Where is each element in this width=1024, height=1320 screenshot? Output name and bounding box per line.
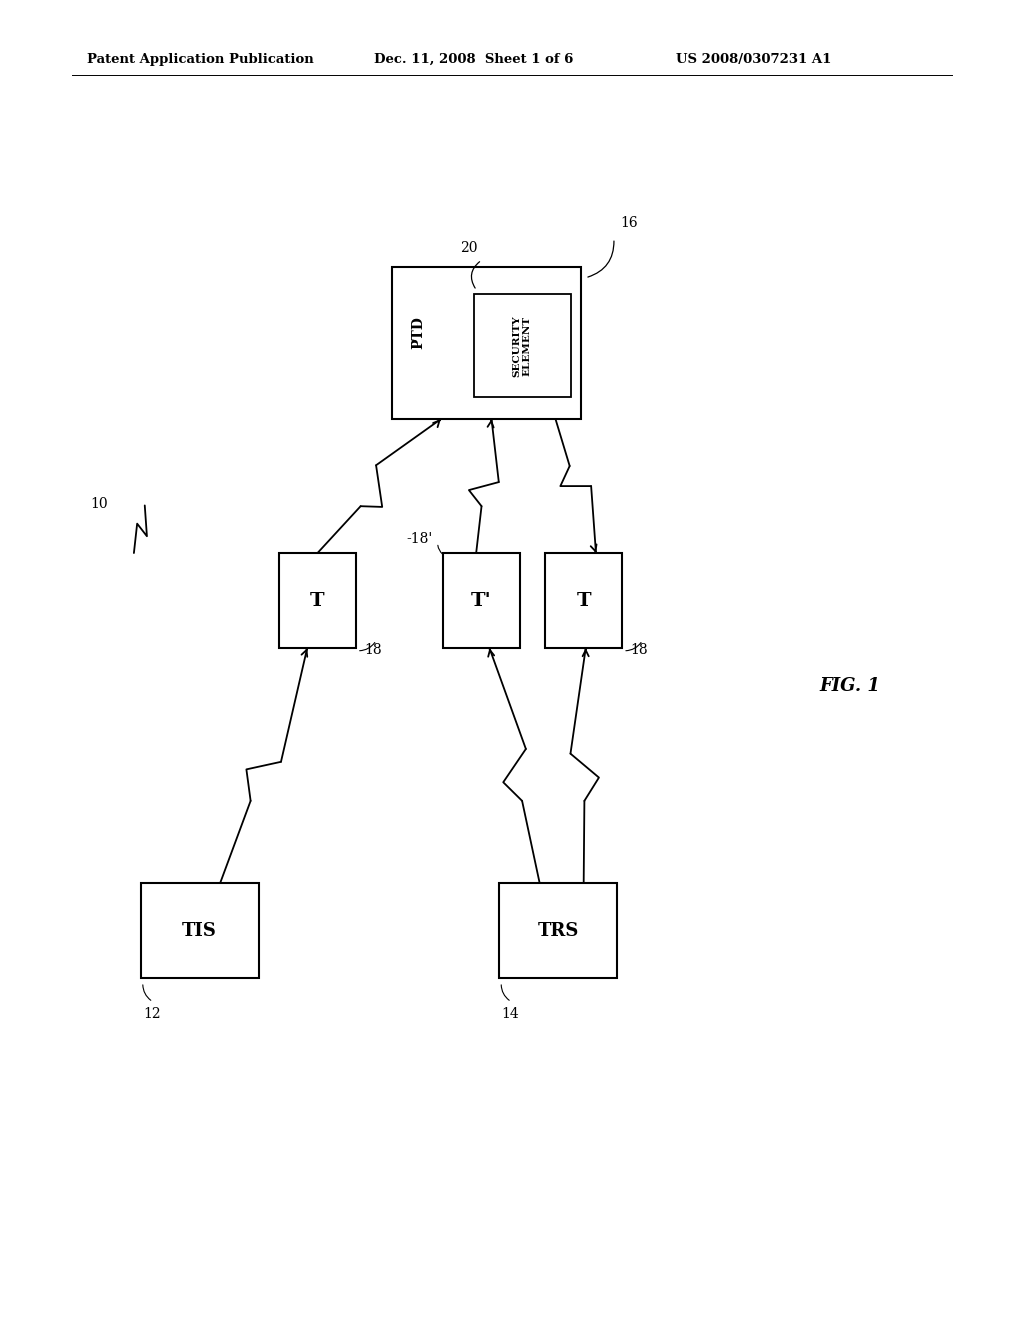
Text: 20: 20 — [460, 240, 477, 255]
Text: FIG. 1: FIG. 1 — [819, 677, 881, 696]
Text: SECURITY
ELEMENT: SECURITY ELEMENT — [513, 315, 531, 376]
Text: T: T — [577, 591, 591, 610]
Text: TIS: TIS — [182, 921, 217, 940]
Text: TRS: TRS — [538, 921, 579, 940]
Text: 18: 18 — [365, 643, 382, 657]
Bar — [545, 553, 622, 648]
Text: T': T' — [471, 591, 492, 610]
Text: 12: 12 — [143, 1007, 161, 1022]
Text: 10: 10 — [90, 498, 108, 511]
Text: 16: 16 — [621, 216, 638, 230]
Bar — [500, 883, 616, 978]
Text: PTD: PTD — [412, 317, 425, 348]
Text: T: T — [310, 591, 325, 610]
Text: 18: 18 — [630, 643, 648, 657]
Text: US 2008/0307231 A1: US 2008/0307231 A1 — [676, 53, 831, 66]
Text: Patent Application Publication: Patent Application Publication — [87, 53, 313, 66]
Bar — [442, 553, 519, 648]
Bar — [279, 553, 356, 648]
Text: 14: 14 — [502, 1007, 519, 1022]
Text: -18': -18' — [407, 532, 432, 546]
Bar — [473, 294, 571, 397]
Text: Dec. 11, 2008  Sheet 1 of 6: Dec. 11, 2008 Sheet 1 of 6 — [374, 53, 573, 66]
Bar — [391, 267, 581, 420]
Bar — [141, 883, 258, 978]
